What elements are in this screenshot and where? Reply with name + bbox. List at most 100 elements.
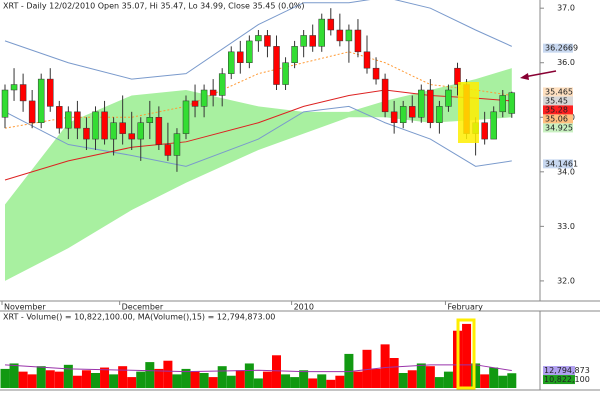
price-label: 35.06	[545, 114, 568, 123]
x-tick-label: 2010	[294, 303, 314, 312]
volume-bar	[244, 363, 254, 388]
volume-bar	[0, 368, 10, 388]
volume-bar	[81, 370, 91, 388]
volume-bar	[262, 371, 272, 388]
volume-bar	[45, 370, 55, 388]
volume-label: 12,794,873	[544, 366, 590, 375]
y-tick-label: 33.0	[557, 222, 575, 231]
volume-bar	[272, 355, 281, 388]
candle-body	[309, 35, 316, 47]
volume-bar	[471, 363, 481, 388]
indicator-line	[4, 51, 512, 129]
volume-bar	[145, 362, 155, 388]
price-label: 34.925	[545, 123, 573, 132]
price-label: 34.1461	[545, 159, 578, 168]
candle-body	[445, 89, 452, 107]
candle-body	[436, 106, 443, 123]
volume-bar	[353, 371, 363, 388]
candle-body	[164, 144, 172, 156]
candle-body	[282, 62, 289, 85]
candle-body	[427, 89, 434, 123]
volume-bar	[163, 360, 173, 388]
price-label-box	[543, 159, 573, 169]
candle-body	[318, 18, 325, 47]
x-tick-label: November	[4, 303, 46, 312]
volume-bar	[308, 378, 318, 388]
volume-bar	[480, 374, 490, 388]
highlight-box	[456, 318, 476, 390]
volume-bar	[253, 378, 263, 388]
price-label-box	[543, 43, 573, 53]
volume-bar	[299, 370, 309, 388]
volume-label-box	[543, 366, 575, 376]
candle-body	[173, 133, 181, 156]
volume-bar	[118, 366, 128, 388]
candle-body	[336, 29, 344, 42]
volume-bar	[91, 373, 100, 388]
candle-body	[74, 111, 81, 129]
candle-body	[409, 106, 416, 118]
volume-bar	[217, 366, 227, 388]
candle-body	[191, 100, 199, 107]
candle-body	[418, 89, 425, 118]
volume-bar	[154, 368, 164, 388]
candle-body	[110, 122, 117, 140]
candle-body	[508, 92, 516, 114]
highlight-box	[458, 82, 479, 143]
candle-body	[490, 111, 497, 140]
price-label: 35.465	[545, 87, 573, 96]
price-label-box	[543, 96, 573, 106]
volume-bar	[208, 377, 218, 388]
volume-bar	[281, 374, 291, 388]
candle-body	[128, 133, 135, 140]
candle-body	[47, 78, 54, 107]
candle-body	[56, 106, 63, 129]
candle-body	[200, 89, 208, 107]
candle-body	[327, 18, 335, 31]
x-tick-label: February	[447, 303, 483, 312]
volume-bar	[317, 374, 327, 388]
volume-bar	[425, 366, 435, 388]
volume-label-box	[543, 375, 575, 385]
price-label-box	[543, 105, 573, 115]
volume-bar	[489, 367, 499, 388]
candle-body	[92, 111, 99, 140]
price-panel	[1, 0, 516, 281]
candle-body	[237, 51, 244, 63]
volume-bar	[434, 377, 444, 388]
volume-bar	[371, 368, 381, 388]
volume-bar	[344, 353, 354, 388]
candle-body	[19, 84, 27, 102]
y-tick-label: 36.0	[557, 58, 575, 67]
price-label: 35.45	[545, 96, 568, 105]
volume-bar	[462, 323, 472, 388]
candle-body	[65, 111, 72, 129]
price-label-box	[543, 87, 573, 97]
volume-bar	[443, 371, 453, 388]
volume-bar	[190, 371, 200, 388]
volume-bar	[498, 375, 508, 388]
candle-body	[137, 122, 144, 140]
volume-bar	[226, 375, 236, 388]
volume-bar	[199, 373, 209, 388]
candle-body	[246, 40, 253, 63]
candle-body	[345, 29, 353, 42]
candle-body	[372, 67, 380, 80]
volume-ma-line	[4, 364, 512, 373]
candle-body	[101, 111, 108, 140]
y-tick-label: 34.0	[557, 167, 575, 176]
candle-body	[264, 35, 271, 47]
volume-bar	[326, 379, 336, 388]
volume-bar	[362, 349, 372, 388]
price-label: 36.2669	[545, 44, 578, 53]
volume-bar	[398, 373, 408, 388]
volume-bar	[109, 374, 119, 388]
volume-bar	[63, 364, 73, 388]
candle-body	[291, 46, 298, 63]
candle-body	[10, 84, 18, 91]
x-tick-label: December	[122, 303, 164, 312]
price-label-box	[543, 123, 573, 133]
candle-body	[1, 89, 9, 118]
y-tick-label: 37.0	[557, 4, 575, 13]
